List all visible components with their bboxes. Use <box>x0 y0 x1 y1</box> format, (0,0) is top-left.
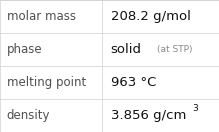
Text: 3.856 g/cm: 3.856 g/cm <box>111 109 186 122</box>
Text: phase: phase <box>7 43 42 56</box>
Text: density: density <box>7 109 50 122</box>
Text: (at STP): (at STP) <box>157 45 192 54</box>
Text: 208.2 g/mol: 208.2 g/mol <box>111 10 191 23</box>
Text: 3: 3 <box>193 104 198 113</box>
Text: solid: solid <box>111 43 142 56</box>
Text: melting point: melting point <box>7 76 86 89</box>
Text: molar mass: molar mass <box>7 10 76 23</box>
Text: 963 °C: 963 °C <box>111 76 156 89</box>
